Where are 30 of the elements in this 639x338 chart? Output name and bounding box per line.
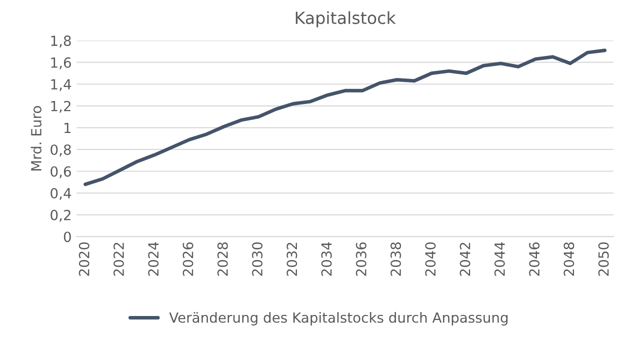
y-tick-label: 1,6	[51, 57, 71, 70]
y-tick-label: 1	[64, 122, 71, 133]
x-tick-label: 2036	[356, 242, 366, 276]
x-tick-label: 2040	[425, 242, 436, 276]
x-tick-label: 2028	[217, 242, 228, 276]
chart-title: Kapitalstock	[296, 11, 396, 28]
y-tick-label: 1,8	[51, 36, 71, 48]
y-tick-label: 0,2	[50, 210, 70, 222]
y-tick-label: 0	[64, 232, 71, 242]
x-tick-label: 2026	[182, 242, 194, 276]
x-tick-label: 2044	[494, 242, 505, 276]
x-tick-label: 2020	[78, 242, 90, 276]
y-axis-title: Mrd. Euro	[30, 106, 42, 170]
x-tick-label: 2034	[321, 242, 332, 276]
x-tick-label: 2032	[286, 242, 298, 276]
x-tick-label: 2050	[598, 242, 609, 276]
x-tick-label: 2024	[148, 242, 159, 276]
x-tick-label: 2030	[252, 242, 263, 276]
legend-label: Veränderung des Kapitalstocks durch Anpassung	[169, 312, 508, 326]
x-tick-label: 2042	[460, 242, 470, 276]
x-tick-label: 2048	[564, 242, 574, 276]
y-tick-label: 0,6	[50, 166, 71, 178]
y-tick-label: 0,4	[50, 188, 72, 200]
x-tick-label: 2022	[113, 242, 124, 276]
y-tick-label: 1,4	[51, 79, 72, 92]
line-series	[84, 48, 607, 186]
y-tick-label: 0,8	[50, 144, 71, 156]
y-tick-label: 1,2	[51, 100, 70, 113]
x-tick-label: 2038	[390, 242, 402, 276]
x-tick-label: 2046	[529, 242, 540, 276]
